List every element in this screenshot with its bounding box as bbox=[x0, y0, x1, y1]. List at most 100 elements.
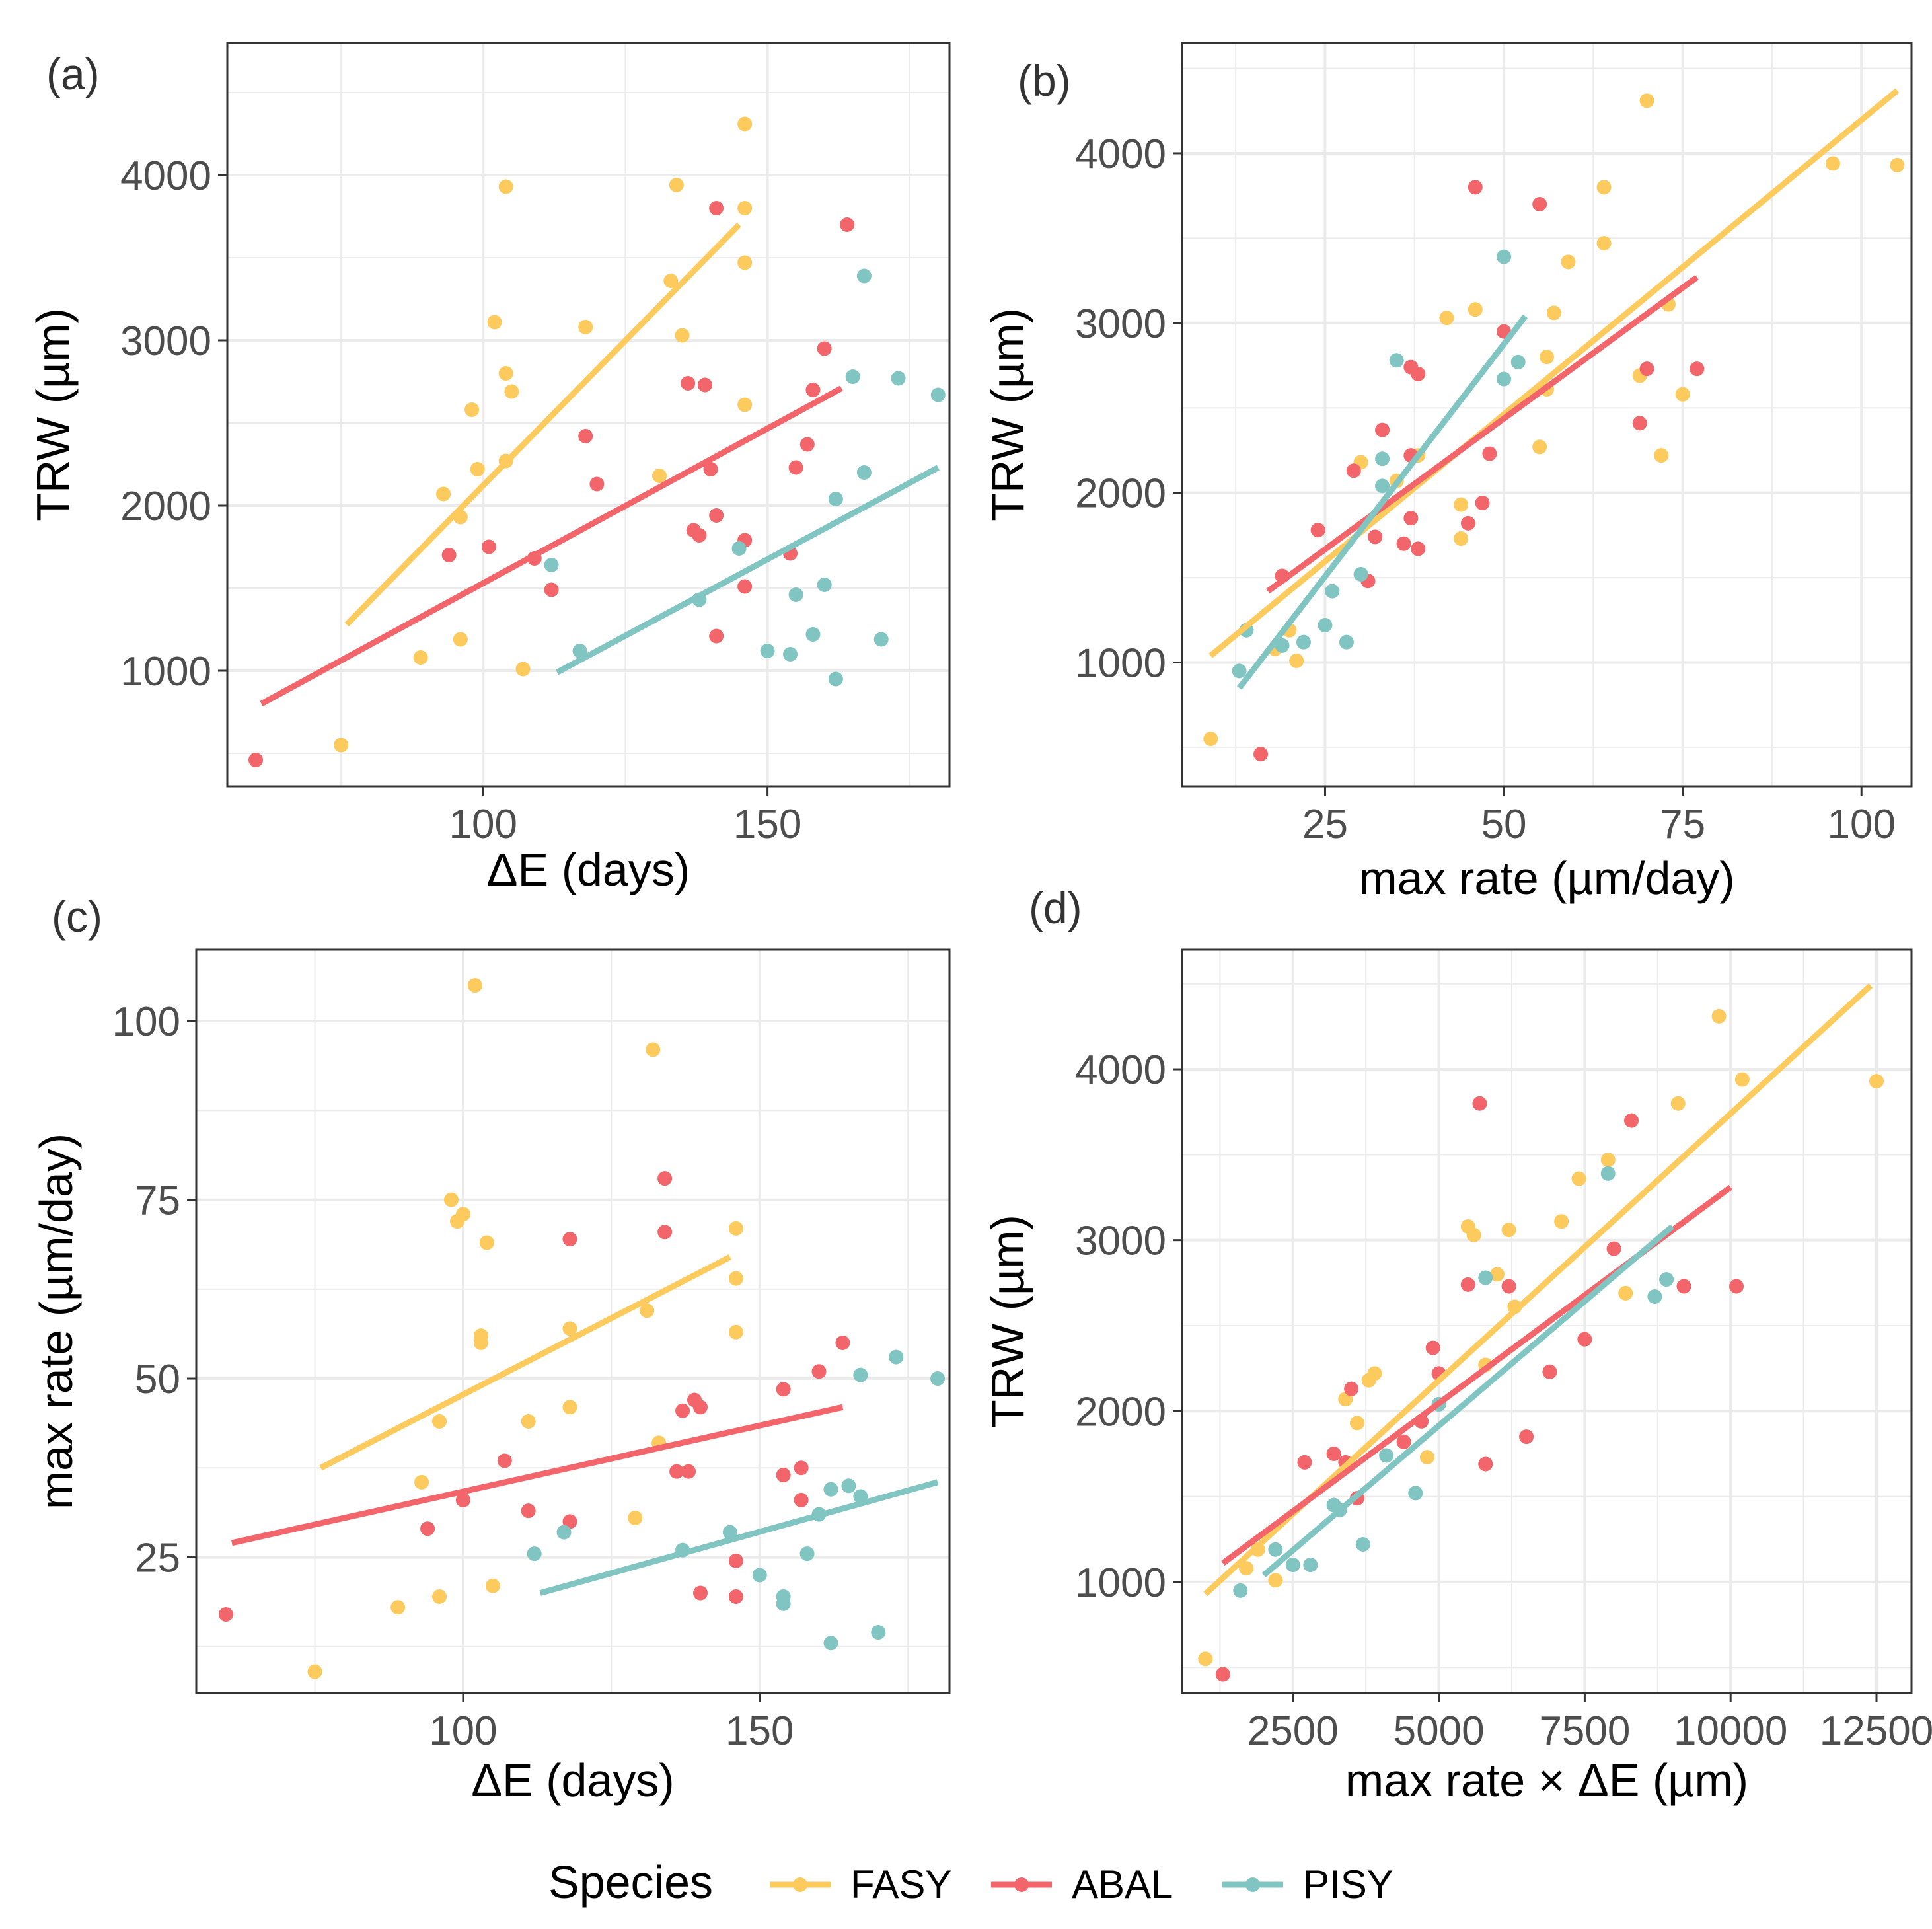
data-point-pisy bbox=[1375, 451, 1390, 467]
x-axis-title: ΔE (days) bbox=[487, 844, 690, 895]
y-axis-title: TRW (µm) bbox=[982, 308, 1033, 521]
data-point-fasy bbox=[562, 1400, 577, 1415]
data-point-fasy bbox=[737, 255, 753, 270]
data-point-fasy bbox=[1349, 1416, 1364, 1431]
data-point-pisy bbox=[527, 1546, 542, 1562]
fit-line-fasy bbox=[1208, 88, 1900, 658]
data-point-pisy bbox=[889, 1349, 904, 1365]
data-point-abal bbox=[1639, 361, 1654, 377]
data-point-abal bbox=[562, 1232, 577, 1247]
x-axis-title: max rate (µm/day) bbox=[1358, 852, 1734, 904]
x-tick-label: 50 bbox=[1481, 802, 1527, 847]
data-point-abal bbox=[1368, 529, 1383, 545]
data-point-abal bbox=[728, 1589, 743, 1604]
panel-border bbox=[226, 42, 951, 788]
legend-key-point bbox=[793, 1877, 807, 1892]
fit-line-abal bbox=[1266, 274, 1699, 594]
data-point-pisy bbox=[1647, 1289, 1662, 1304]
data-point-abal bbox=[1396, 1434, 1411, 1449]
legend-item-fasy: FASY bbox=[770, 1862, 951, 1907]
x-tick-label: 75 bbox=[1660, 802, 1705, 847]
data-point-fasy bbox=[470, 462, 485, 476]
x-tick-label: 100 bbox=[429, 1708, 497, 1754]
y-tick-label: 1000 bbox=[120, 649, 211, 695]
data-point-abal bbox=[1346, 463, 1361, 478]
data-point-fasy bbox=[334, 738, 349, 753]
data-point-fasy bbox=[1825, 156, 1840, 171]
data-point-fasy bbox=[1561, 254, 1576, 270]
data-point-fasy bbox=[1546, 305, 1561, 321]
data-point-fasy bbox=[1198, 1651, 1213, 1667]
data-point-fasy bbox=[1532, 439, 1547, 455]
panel-a: 100 150 1000 2000 3000 4000 ΔE (days) TRW (µm) (… bbox=[27, 42, 951, 895]
data-point-fasy bbox=[1711, 1008, 1727, 1024]
data-point-pisy bbox=[1379, 1448, 1394, 1463]
data-point-pisy bbox=[1389, 353, 1404, 368]
data-point-abal bbox=[1624, 1113, 1639, 1128]
data-point-fasy bbox=[432, 1414, 447, 1429]
y-axis-title: max rate (µm/day) bbox=[30, 1133, 82, 1509]
data-point-fasy bbox=[413, 650, 428, 665]
data-point-abal bbox=[248, 753, 264, 767]
data-point-abal bbox=[709, 508, 724, 523]
data-point-fasy bbox=[1618, 1285, 1633, 1301]
data-point-fasy bbox=[1734, 1072, 1750, 1087]
data-point-abal bbox=[1297, 1455, 1312, 1470]
data-point-fasy bbox=[1596, 180, 1612, 195]
series-layer bbox=[218, 978, 946, 1679]
legend-label: FASY bbox=[850, 1862, 951, 1907]
legend-key-point bbox=[1245, 1877, 1260, 1892]
data-point-fasy bbox=[1466, 1227, 1481, 1242]
data-point-pisy bbox=[1355, 1537, 1370, 1552]
series-layer bbox=[1203, 88, 1905, 762]
data-point-pisy bbox=[760, 644, 775, 658]
data-point-fasy bbox=[464, 402, 480, 417]
data-point-abal bbox=[1501, 1279, 1516, 1294]
data-point-fasy bbox=[663, 274, 679, 288]
panel-label: (d) bbox=[1029, 884, 1082, 932]
data-point-abal bbox=[692, 1400, 708, 1415]
data-point-abal bbox=[817, 341, 832, 356]
y-tick-label: 75 bbox=[135, 1178, 180, 1224]
data-point-abal bbox=[681, 376, 696, 391]
y-tick-label: 2000 bbox=[1075, 1389, 1166, 1435]
data-point-fasy bbox=[1869, 1074, 1884, 1089]
data-point-abal bbox=[1532, 197, 1547, 212]
data-point-pisy bbox=[722, 1525, 737, 1540]
fit-line-pisy bbox=[539, 1479, 939, 1596]
data-point-pisy bbox=[1325, 584, 1340, 599]
data-point-abal bbox=[1690, 361, 1705, 377]
data-point-pisy bbox=[788, 587, 803, 602]
data-point-fasy bbox=[479, 1235, 494, 1250]
data-point-pisy bbox=[817, 578, 832, 592]
x-tick-label: 25 bbox=[1302, 802, 1348, 847]
data-point-pisy bbox=[1318, 617, 1333, 632]
data-point-fasy bbox=[515, 662, 531, 677]
y-tick-label: 4000 bbox=[1075, 1047, 1166, 1093]
x-tick-label: 7500 bbox=[1539, 1708, 1630, 1754]
data-point-pisy bbox=[1285, 1558, 1300, 1573]
y-tick-label: 100 bbox=[112, 999, 180, 1045]
data-point-fasy bbox=[728, 1221, 743, 1236]
data-point-fasy bbox=[737, 201, 753, 215]
data-point-pisy bbox=[1478, 1270, 1493, 1285]
legend-item-pisy: PISY bbox=[1222, 1862, 1393, 1907]
data-point-abal bbox=[794, 1492, 809, 1507]
data-point-abal bbox=[544, 582, 559, 597]
x-tick-label: 10000 bbox=[1674, 1708, 1787, 1754]
legend-key-point bbox=[1014, 1877, 1029, 1892]
y-tick-label: 3000 bbox=[1075, 301, 1166, 347]
data-point-fasy bbox=[640, 1303, 655, 1318]
data-point-pisy bbox=[873, 632, 889, 647]
data-point-fasy bbox=[443, 1192, 459, 1207]
data-point-abal bbox=[1475, 496, 1490, 511]
data-point-abal bbox=[788, 460, 803, 475]
data-point-pisy bbox=[1339, 634, 1354, 650]
x-tick-label: 2500 bbox=[1247, 1708, 1339, 1754]
y-tick-label: 2000 bbox=[120, 484, 211, 529]
data-point-abal bbox=[420, 1521, 435, 1536]
data-point-pisy bbox=[731, 541, 747, 556]
y-tick-label: 25 bbox=[135, 1535, 180, 1581]
data-point-abal bbox=[1326, 1446, 1341, 1461]
